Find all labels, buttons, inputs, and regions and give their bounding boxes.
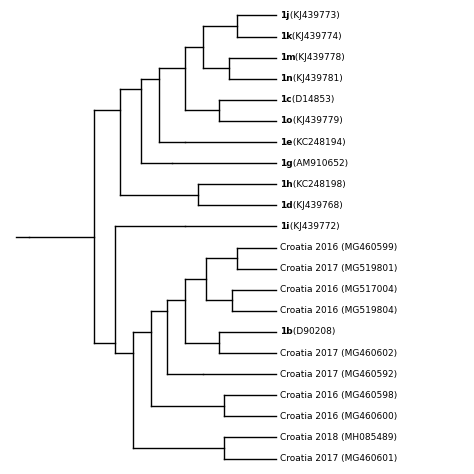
Text: 1m: 1m bbox=[280, 53, 296, 62]
Text: (KJ439768): (KJ439768) bbox=[290, 201, 343, 210]
Text: 1c: 1c bbox=[280, 95, 292, 104]
Text: (KC248198): (KC248198) bbox=[290, 180, 346, 189]
Text: Croatia 2016 (MG460598): Croatia 2016 (MG460598) bbox=[280, 391, 397, 400]
Text: 1o: 1o bbox=[280, 117, 292, 126]
Text: 1n: 1n bbox=[280, 74, 292, 83]
Text: Croatia 2017 (MG519801): Croatia 2017 (MG519801) bbox=[280, 264, 397, 273]
Text: 1h: 1h bbox=[280, 180, 292, 189]
Text: Croatia 2016 (MG519804): Croatia 2016 (MG519804) bbox=[280, 306, 397, 315]
Text: 1g: 1g bbox=[280, 159, 292, 168]
Text: (KJ439779): (KJ439779) bbox=[290, 117, 342, 126]
Text: 1e: 1e bbox=[280, 137, 292, 146]
Text: (D14853): (D14853) bbox=[289, 95, 334, 104]
Text: (AM910652): (AM910652) bbox=[290, 159, 348, 168]
Text: Croatia 2016 (MG460600): Croatia 2016 (MG460600) bbox=[280, 412, 397, 421]
Text: (KJ439774): (KJ439774) bbox=[290, 32, 342, 41]
Text: (KJ439773): (KJ439773) bbox=[287, 11, 340, 20]
Text: 1b: 1b bbox=[280, 328, 292, 337]
Text: Croatia 2016 (MG517004): Croatia 2016 (MG517004) bbox=[280, 285, 397, 294]
Text: 1k: 1k bbox=[280, 32, 292, 41]
Text: 1j: 1j bbox=[280, 11, 289, 20]
Text: (D90208): (D90208) bbox=[290, 328, 335, 337]
Text: (KJ439778): (KJ439778) bbox=[292, 53, 345, 62]
Text: Croatia 2016 (MG460599): Croatia 2016 (MG460599) bbox=[280, 243, 397, 252]
Text: Croatia 2017 (MG460592): Croatia 2017 (MG460592) bbox=[280, 370, 397, 379]
Text: Croatia 2018 (MH085489): Croatia 2018 (MH085489) bbox=[280, 433, 397, 442]
Text: (KC248194): (KC248194) bbox=[290, 137, 345, 146]
Text: 1d: 1d bbox=[280, 201, 292, 210]
Text: Croatia 2017 (MG460601): Croatia 2017 (MG460601) bbox=[280, 454, 397, 463]
Text: (KJ439772): (KJ439772) bbox=[287, 222, 340, 231]
Text: 1i: 1i bbox=[280, 222, 289, 231]
Text: Croatia 2017 (MG460602): Croatia 2017 (MG460602) bbox=[280, 348, 397, 357]
Text: (KJ439781): (KJ439781) bbox=[290, 74, 343, 83]
